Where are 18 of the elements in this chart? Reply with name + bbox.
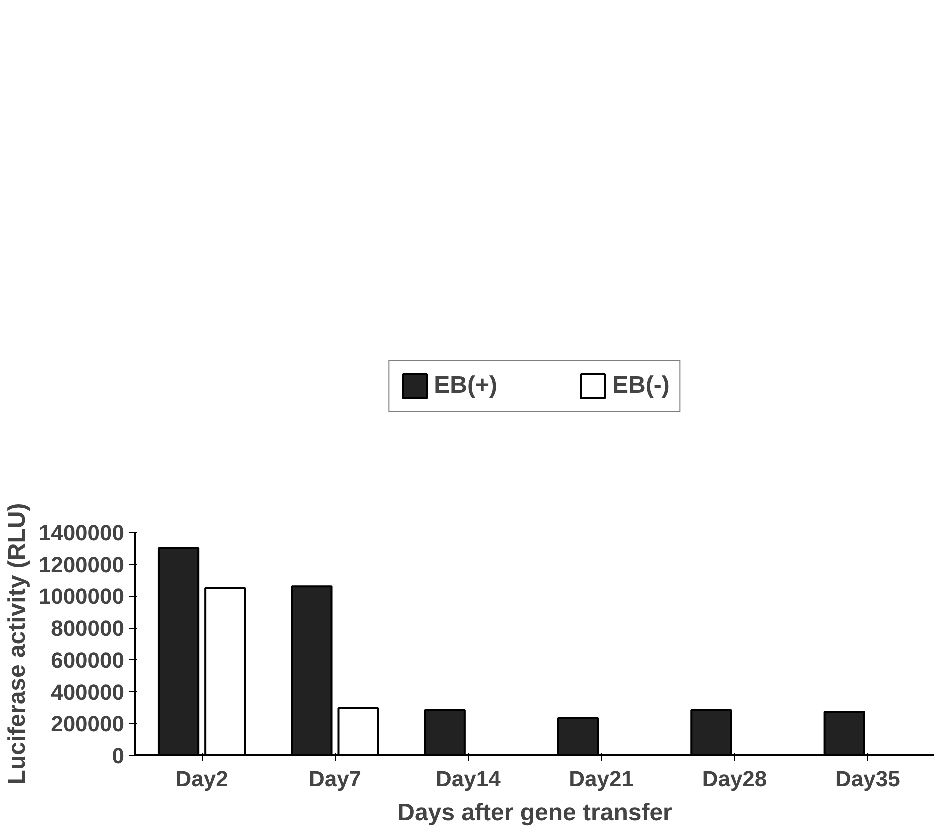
legend-label: EB(+) (434, 372, 498, 400)
y-tick-label: 400000 (51, 680, 125, 705)
y-tick-label: 600000 (51, 648, 125, 673)
y-tick-label: 800000 (51, 616, 125, 642)
x-tick-label: Day28 (702, 766, 768, 792)
y-tick-label: 1400000 (38, 520, 125, 546)
x-tick-label: Day2 (176, 766, 228, 792)
x-tick-label: Day35 (836, 766, 900, 792)
y-tick-label: 200000 (51, 712, 125, 737)
legend-label: EB(-) (612, 372, 670, 400)
x-tick-label: Day7 (308, 766, 362, 792)
x-tick-label: Day14 (436, 766, 502, 792)
x-tick-label: Day21 (569, 766, 634, 792)
y-tick-label: 1200000 (38, 552, 125, 578)
y-tick-label: 0 (112, 744, 125, 768)
y-axis-title: Luciferase activity (RLU) (4, 503, 31, 785)
y-tick-label: 1000000 (38, 584, 125, 610)
x-axis-title: Days after gene transfer (398, 800, 672, 826)
